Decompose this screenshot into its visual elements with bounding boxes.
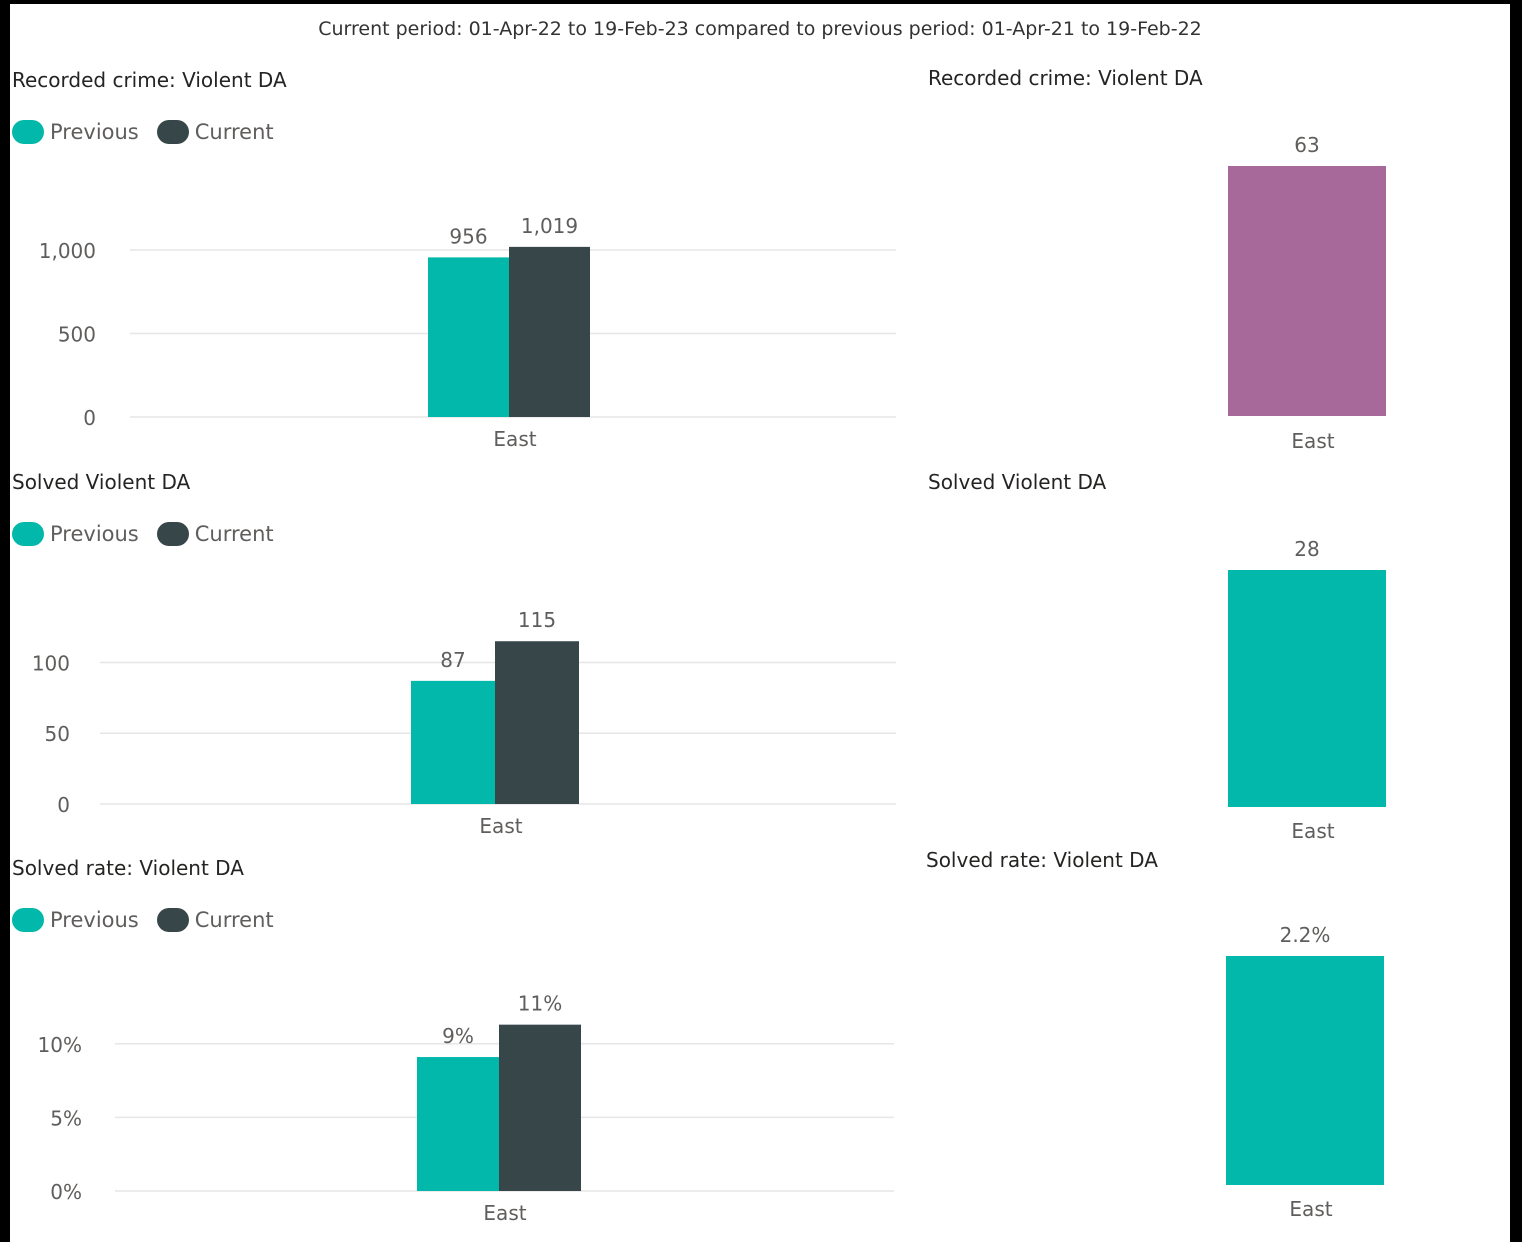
legend-label-previous: Previous	[50, 120, 139, 144]
data-label-current: 115	[518, 608, 556, 632]
legend-label-current: Current	[194, 522, 274, 546]
y-tick-label: 5%	[50, 1106, 82, 1130]
y-tick-label: 0	[83, 406, 96, 430]
legend-item-previous[interactable]: Previous	[12, 908, 139, 932]
current-swatch-icon	[156, 522, 189, 546]
bar-change[interactable]	[1228, 166, 1386, 416]
legend-label-current: Current	[194, 908, 274, 932]
chart-plot: 0 50 100 87 115 East	[32, 608, 896, 838]
solved-change-chart[interactable]: Solved Violent DA 28 East	[926, 470, 1486, 846]
y-tick-label: 100	[32, 651, 70, 675]
bar-previous[interactable]	[428, 257, 509, 417]
legend-item-current[interactable]: Current	[156, 120, 274, 144]
bar-current[interactable]	[499, 1024, 581, 1191]
recorded-crime-comparison-chart[interactable]: Recorded crime: Violent DA Previous Curr…	[10, 68, 910, 460]
y-tick-label: 1,000	[39, 239, 96, 263]
x-category-label: East	[483, 1201, 526, 1225]
chart-title: Solved Violent DA	[12, 470, 191, 494]
chart-legend[interactable]: Previous Current	[12, 120, 292, 144]
current-swatch-icon	[156, 120, 189, 144]
chart-title: Solved rate: Violent DA	[926, 848, 1158, 872]
data-label-current: 1,019	[521, 214, 578, 238]
bar-change[interactable]	[1226, 956, 1384, 1185]
y-tick-label: 0%	[50, 1180, 82, 1204]
legend-label-previous: Previous	[50, 908, 139, 932]
chart-plot: 0 500 1,000 956 1,019 East	[39, 214, 896, 451]
period-header: Current period: 01-Apr-22 to 19-Feb-23 c…	[318, 18, 1202, 40]
x-category-label: East	[1291, 429, 1334, 453]
data-label-change: 28	[1294, 537, 1319, 561]
chart-plot: 63 East	[1228, 133, 1386, 453]
chart-title: Solved Violent DA	[928, 470, 1107, 494]
chart-title: Solved rate: Violent DA	[12, 856, 244, 880]
data-label-previous: 9%	[442, 1024, 474, 1048]
recorded-crime-change-chart[interactable]: Recorded crime: Violent DA 63 East	[926, 66, 1486, 460]
chart-plot: 2.2% East	[1226, 923, 1384, 1221]
solved-rate-change-chart[interactable]: Solved rate: Violent DA 2.2% East	[924, 848, 1484, 1232]
y-tick-label: 10%	[38, 1033, 82, 1057]
y-tick-label: 500	[58, 323, 96, 347]
legend-label-current: Current	[194, 120, 274, 144]
x-category-label: East	[1291, 819, 1334, 843]
solved-comparison-chart[interactable]: Solved Violent DA Previous Current 0 50 10…	[10, 470, 910, 846]
data-label-previous: 87	[440, 648, 465, 672]
legend-label-previous: Previous	[50, 522, 139, 546]
y-tick-label: 0	[57, 793, 70, 817]
chart-title: Recorded crime: Violent DA	[12, 68, 287, 92]
x-category-label: East	[479, 814, 522, 838]
solved-rate-comparison-chart[interactable]: Solved rate: Violent DA Previous Current…	[10, 856, 910, 1232]
x-category-label: East	[493, 427, 536, 451]
chart-title: Recorded crime: Violent DA	[928, 66, 1203, 90]
previous-swatch-icon	[12, 908, 44, 932]
chart-legend[interactable]: Previous Current	[12, 908, 292, 932]
chart-legend[interactable]: Previous Current	[12, 522, 292, 546]
legend-item-previous[interactable]: Previous	[12, 522, 139, 546]
bar-current[interactable]	[509, 246, 590, 417]
legend-item-previous[interactable]: Previous	[12, 120, 139, 144]
current-swatch-icon	[156, 908, 189, 932]
legend-item-current[interactable]: Current	[156, 522, 274, 546]
legend-item-current[interactable]: Current	[156, 908, 274, 932]
data-label-change: 63	[1294, 133, 1319, 157]
bar-current[interactable]	[495, 641, 579, 804]
x-category-label: East	[1289, 1197, 1332, 1221]
data-label-previous: 956	[449, 224, 487, 248]
report-canvas: Current period: 01-Apr-22 to 19-Feb-23 c…	[10, 4, 1510, 1242]
bar-previous[interactable]	[417, 1057, 499, 1191]
bar-change[interactable]	[1228, 570, 1386, 807]
chart-plot: 28 East	[1228, 537, 1386, 843]
bar-previous[interactable]	[411, 680, 495, 804]
chart-plot: 0% 5% 10% 9% 11% East	[38, 992, 894, 1225]
y-tick-label: 50	[45, 722, 70, 746]
data-label-current: 11%	[518, 992, 562, 1016]
previous-swatch-icon	[12, 522, 44, 546]
previous-swatch-icon	[12, 120, 44, 144]
data-label-change: 2.2%	[1280, 923, 1331, 947]
